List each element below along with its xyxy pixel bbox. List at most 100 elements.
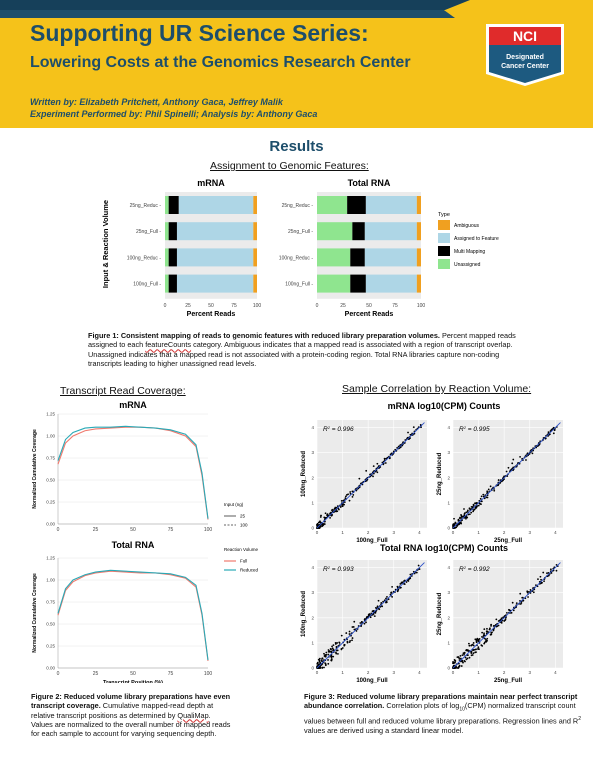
fig2-y-tick: 1.25 — [46, 412, 55, 417]
fig3-caption-a: Correlation plots of log — [384, 701, 460, 711]
fig3-data-point — [477, 646, 480, 649]
fig3-data-point — [417, 564, 420, 567]
fig3-data-point — [359, 622, 362, 624]
fig3-data-point — [340, 634, 343, 637]
fig3-data-point — [380, 601, 383, 604]
fig1-section-title: Assignment to Genomic Features: — [210, 160, 369, 172]
fig3-data-point — [368, 613, 371, 615]
fig1-category-label: 25ng_Reduc - — [130, 203, 162, 209]
fig2-x-tick: 25 — [93, 671, 99, 677]
fig3-y-tick: 3 — [447, 450, 450, 455]
fig3-data-point — [346, 641, 349, 644]
fig2-x-tick: 0 — [57, 527, 60, 533]
fig3-data-point — [396, 590, 399, 593]
fig3-data-point — [482, 493, 485, 496]
fig3-data-point — [510, 611, 513, 614]
fig1-caption-title: Figure 1: Consistent mapping of reads to… — [88, 331, 440, 340]
fig2-y-tick: 0.50 — [46, 478, 55, 483]
fig3-data-point — [320, 659, 323, 662]
fig3-data-point — [495, 618, 498, 621]
fig3-data-point — [454, 521, 457, 524]
poster-subtitle: Lowering Costs at the Genomics Research … — [30, 54, 411, 71]
fig3-data-point — [483, 642, 486, 645]
fig1-legend-label: Assigned to Feature — [454, 236, 499, 242]
fig3-data-point — [525, 459, 527, 461]
fig3-data-point — [319, 667, 321, 669]
fig3-data-point — [479, 497, 482, 500]
fig3-data-point — [372, 613, 375, 615]
fig3-data-point — [529, 588, 532, 591]
fig2-y-axis-label: Normalized Cumulative Coverage — [32, 429, 38, 509]
fig3-data-point — [325, 651, 328, 654]
fig3-data-point — [490, 623, 493, 626]
fig3-data-point — [486, 632, 488, 634]
fig3-r2-label: R2 = 0.996 — [323, 425, 354, 434]
fig2-x-tick: 75 — [168, 527, 174, 533]
fig1-bar-segment — [317, 248, 351, 267]
poster-title: Supporting UR Science Series: — [30, 20, 369, 46]
fig3-data-point — [470, 644, 473, 647]
fig3-data-point — [378, 608, 381, 611]
fig2-series-line — [57, 426, 209, 520]
fig3-x-tick: 0 — [452, 530, 455, 535]
fig1-bar-segment — [364, 248, 417, 267]
fig3-data-point — [316, 522, 319, 525]
fig3-y-tick: 3 — [311, 450, 314, 455]
fig3-caption-b: (CPM) normalized transcript count values… — [304, 701, 579, 726]
fig1-x-tick: 25 — [340, 303, 346, 309]
fig3-data-point — [480, 503, 482, 506]
fig3-data-point — [399, 583, 402, 585]
fig3-data-point — [465, 517, 467, 520]
fig3-data-point — [335, 652, 338, 655]
fig3-data-point — [363, 622, 366, 625]
fig3-data-point — [466, 509, 469, 512]
fig3-x-tick: 3 — [392, 530, 395, 535]
fig1-x-tick: 50 — [208, 303, 214, 309]
fig3-data-point — [540, 582, 543, 585]
fig3-x-tick: 0 — [316, 530, 319, 535]
fig3-data-point — [321, 657, 324, 660]
fig3-data-point — [387, 598, 390, 601]
fig3-data-point — [489, 485, 492, 488]
header-banner: Supporting UR Science Series: Lowering C… — [0, 0, 593, 128]
fig3-x-tick: 0 — [316, 670, 319, 675]
fig3-section-title: Sample Correlation by Reaction Volume: — [342, 383, 532, 395]
fig1-x-tick: 0 — [164, 303, 167, 309]
fig2-y-tick: 0.00 — [46, 666, 55, 671]
fig3-data-point — [318, 527, 320, 529]
fig2-panel-title: mRNA — [119, 400, 147, 410]
fig3-data-point — [486, 490, 489, 493]
fig3-data-point — [468, 513, 471, 516]
fig3-y-axis-label: 25ng_Reduced — [437, 592, 443, 635]
fig3-x-tick: 1 — [477, 670, 480, 675]
fig1-x-tick: 75 — [392, 303, 398, 309]
fig1-x-axis-label: Percent Reads — [345, 311, 394, 318]
fig3-data-point — [459, 654, 462, 657]
fig3-data-point — [369, 616, 372, 619]
fig1-category-label: 100ng_Full - — [285, 282, 313, 288]
fig1-x-tick: 50 — [366, 303, 372, 309]
fig2-x-tick: 100 — [204, 527, 213, 533]
fig3-x-tick: 2 — [367, 530, 370, 535]
fig3-data-point — [372, 465, 375, 468]
fig3-total-title: Total RNA log10(CPM) Counts — [380, 543, 508, 553]
fig3-y-axis-label: 100ng_Reduced — [301, 591, 307, 637]
fig2-y-tick: 0.75 — [46, 600, 55, 605]
fig3-data-point — [519, 455, 521, 458]
fig1-bar-segment — [350, 274, 366, 293]
fig3-y-tick: 1 — [311, 640, 314, 645]
fig3-x-axis-label: 25ng_Full — [494, 678, 522, 684]
fig3-data-point — [352, 626, 355, 628]
fig3-x-tick: 4 — [554, 530, 557, 535]
fig3-data-point — [318, 657, 321, 660]
fig3-data-point — [324, 654, 327, 656]
fig3-data-point — [388, 457, 391, 460]
fig2-series-line — [57, 569, 209, 661]
experiment-line: Experiment Performed by: Phil Spinelli; … — [30, 109, 318, 119]
fig2-caption-title: Figure 2: Reduced volume library prepara… — [31, 692, 231, 711]
fig1-bar-segment — [168, 196, 179, 214]
fig2-panel-title: Total RNA — [112, 540, 155, 550]
fig1-legend-swatch — [438, 233, 450, 243]
fig2-x-tick: 25 — [93, 527, 99, 533]
fig3-data-point — [497, 479, 500, 481]
